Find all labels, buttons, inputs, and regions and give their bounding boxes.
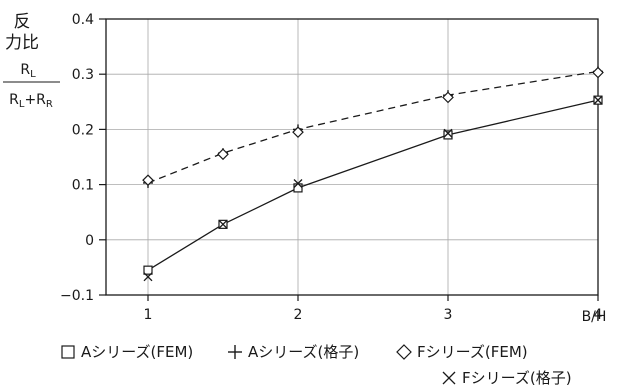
series-0-point-0-shape bbox=[143, 265, 153, 275]
x-axis-label: B/H bbox=[582, 309, 607, 325]
series-3-point-2-d2 bbox=[293, 179, 303, 188]
x-tick-label-0: 1 bbox=[144, 307, 153, 323]
y-axis-label: 反 力比 RL RL+RR bbox=[3, 12, 60, 110]
legend-marker-3 bbox=[442, 371, 456, 385]
legend-label-0: Aシリーズ(FEM) bbox=[81, 343, 193, 361]
legend-marker-0 bbox=[61, 345, 75, 359]
y-axis-label-line-1: 反 bbox=[14, 12, 31, 32]
series-2-point-2-shape bbox=[292, 126, 304, 139]
x-axis-ticks: 1 2 3 4 bbox=[144, 295, 603, 323]
series-2-point-0-shape bbox=[142, 174, 154, 187]
series-3-point-2 bbox=[293, 179, 303, 188]
series-0-point-2-shape bbox=[293, 183, 303, 193]
y-tick-label-3: 0.2 bbox=[72, 122, 94, 138]
series-3-point-4-d2 bbox=[593, 95, 603, 105]
legend-label-3: Fシリーズ(格子) bbox=[462, 369, 572, 387]
grid-lines bbox=[106, 18, 599, 296]
series-0-point-3 bbox=[443, 130, 453, 140]
plot-frame bbox=[105, 18, 599, 296]
legend-marker-2-shape bbox=[396, 344, 412, 360]
series-2-point-2 bbox=[292, 126, 304, 139]
legend-marker-1 bbox=[228, 345, 242, 359]
series-line-1 bbox=[147, 70, 599, 184]
y-tick-label-2: 0.1 bbox=[72, 178, 94, 194]
legend-item-3: Fシリーズ(格子) bbox=[442, 369, 572, 387]
legend-label-2: Fシリーズ(FEM) bbox=[417, 343, 528, 361]
legend-label-1: Aシリーズ(格子) bbox=[248, 343, 359, 361]
y-tick-label-5: 0.4 bbox=[72, 12, 94, 28]
series-2-point-3 bbox=[442, 91, 454, 104]
series-markers bbox=[142, 66, 604, 282]
series-2-point-0 bbox=[142, 174, 154, 187]
series-2-point-1 bbox=[217, 148, 229, 161]
series-3-point-3-d2 bbox=[443, 128, 453, 138]
legend-marker-0-shape bbox=[61, 345, 75, 359]
series-3-point-3 bbox=[443, 128, 453, 138]
y-tick-label-0: −0.1 bbox=[60, 288, 94, 304]
series-2-point-4-shape bbox=[592, 66, 604, 79]
series-line-0 bbox=[147, 99, 599, 271]
series-3-point-1-d2 bbox=[218, 219, 228, 229]
series-lines bbox=[147, 70, 599, 271]
y-axis-label-numerator: RL bbox=[20, 62, 36, 80]
x-tick-label-1: 2 bbox=[294, 307, 303, 323]
x-tick-label-3: 4 bbox=[594, 307, 603, 323]
legend: Aシリーズ(FEM) Aシリーズ(格子) Fシリーズ(FEM) Fシリーズ(格子) bbox=[61, 343, 572, 387]
legend-marker-2 bbox=[396, 344, 412, 360]
series-3-point-4 bbox=[593, 95, 603, 105]
series-3-point-0 bbox=[143, 272, 153, 282]
y-axis-label-denominator: RL+RR bbox=[9, 92, 53, 110]
legend-item-1: Aシリーズ(格子) bbox=[228, 343, 359, 361]
y-tick-label-4: 0.3 bbox=[72, 67, 94, 83]
series-0-point-0 bbox=[143, 265, 153, 275]
y-tick-label-1: 0 bbox=[85, 233, 94, 249]
series-3-point-1 bbox=[218, 219, 228, 229]
series-2-point-3-shape bbox=[442, 91, 454, 104]
series-0-point-2 bbox=[293, 183, 303, 193]
x-tick-label-2: 3 bbox=[444, 307, 453, 323]
legend-item-2: Fシリーズ(FEM) bbox=[396, 343, 528, 361]
series-0-point-3-shape bbox=[443, 130, 453, 140]
y-axis-ticks: −0.1 0 0.1 0.2 0.3 0.4 bbox=[60, 12, 106, 304]
y-axis-label-line-2: 力比 bbox=[5, 33, 39, 53]
series-3-point-0-d2 bbox=[143, 272, 153, 282]
legend-item-0: Aシリーズ(FEM) bbox=[61, 343, 193, 361]
legend-marker-3-d2 bbox=[442, 371, 456, 385]
series-2-point-4 bbox=[592, 66, 604, 79]
series-2-point-1-shape bbox=[217, 148, 229, 161]
